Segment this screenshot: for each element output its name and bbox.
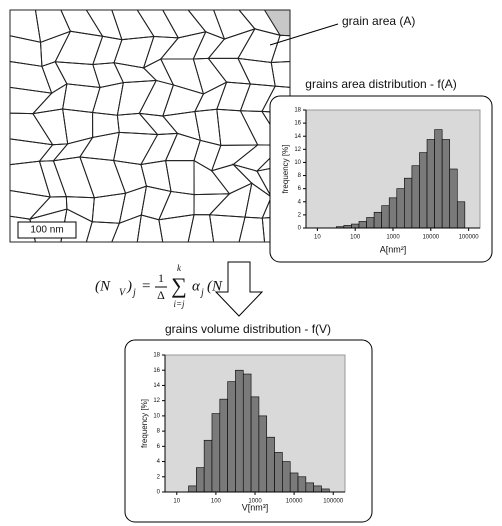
formula-part: ) — [126, 278, 132, 294]
formula-part: (N — [95, 278, 111, 294]
y-tick-label: 16 — [153, 368, 160, 374]
y-tick-label: 0 — [298, 226, 302, 232]
y-tick-label: 2 — [298, 212, 302, 218]
y-tick-label: 0 — [157, 490, 161, 496]
formula: (N V ) j = 1 Δ ∑ k i=j α j (N A ) i — [95, 263, 247, 309]
formula-part: j — [199, 287, 204, 298]
formula-part: ∑ — [171, 273, 187, 298]
x-tick-label: 1000 — [248, 499, 262, 505]
bar — [235, 369, 244, 493]
bar — [381, 205, 390, 229]
x-tick-label: 100000 — [459, 235, 480, 241]
y-tick-label: 12 — [294, 147, 301, 153]
scale-bar-box — [17, 221, 77, 239]
y-tick-label: 6 — [157, 444, 161, 450]
y-tick-label: 16 — [294, 121, 301, 127]
bar — [396, 188, 405, 229]
formula-part: 1 — [158, 271, 164, 285]
x-tick-label: 100000 — [323, 499, 344, 505]
bar — [242, 373, 252, 493]
x-tick-label: 10 — [173, 499, 180, 505]
bar — [196, 467, 205, 493]
y-tick-label: 6 — [298, 186, 302, 192]
y-tick-label: 2 — [157, 474, 161, 480]
bar — [366, 217, 375, 229]
x-tick-label: 100 — [350, 235, 361, 241]
grain-area-label: grain area (A) — [342, 14, 415, 28]
x-tick-label: 10000 — [422, 235, 439, 241]
bar — [404, 177, 413, 229]
bar — [388, 197, 398, 229]
bar — [351, 223, 360, 229]
y-tick-label: 18 — [153, 353, 160, 359]
y-tick-label: 8 — [157, 429, 161, 435]
bar — [426, 139, 435, 229]
bar — [297, 476, 307, 493]
y-axis-label: frequency [%] — [140, 399, 149, 448]
x-axis-label: V[nm³] — [242, 502, 269, 512]
bar — [358, 221, 367, 229]
pointer-line — [269, 23, 339, 46]
x-tick-label: 100 — [211, 499, 222, 505]
formula-part: j — [131, 287, 136, 298]
bar — [250, 396, 260, 493]
y-tick-label: 10 — [294, 160, 301, 166]
bar — [211, 413, 221, 493]
y-tick-label: 18 — [294, 108, 301, 114]
bar — [434, 129, 443, 229]
bar — [282, 461, 291, 493]
bar — [456, 201, 466, 229]
y-tick-label: 4 — [157, 459, 161, 465]
formula-part: V — [119, 287, 127, 298]
x-tick-label: 1000 — [386, 235, 400, 241]
x-axis-label: A[nm²] — [380, 244, 407, 254]
x-tick-label: 10000 — [286, 499, 303, 505]
chart-title: grains area distribution - f(A) — [305, 77, 456, 91]
y-tick-label: 10 — [153, 413, 160, 419]
bar — [411, 165, 420, 229]
bar — [219, 398, 228, 493]
formula-part: α — [192, 278, 201, 294]
y-tick-label: 14 — [294, 134, 301, 140]
bar — [289, 472, 299, 493]
bar — [305, 482, 314, 493]
formula-part: i=j — [173, 299, 185, 309]
y-tick-label: 14 — [153, 383, 160, 389]
scale-bar-label: 100 nm — [30, 225, 63, 236]
bar — [188, 485, 197, 493]
bar — [203, 439, 213, 493]
formula-part: (N — [207, 278, 223, 294]
y-tick-label: 8 — [298, 173, 302, 179]
bar — [449, 168, 458, 229]
micrograph — [9, 9, 291, 243]
bar — [419, 152, 428, 229]
formula-part: Δ — [157, 288, 165, 302]
bar — [313, 485, 322, 493]
y-tick-label: 12 — [153, 398, 160, 404]
chart-title: grains volume distribution - f(V) — [165, 322, 331, 336]
bar — [274, 452, 283, 493]
formula-part: k — [177, 263, 182, 273]
down-arrow — [214, 261, 264, 317]
y-tick-label: 4 — [298, 199, 302, 205]
bar — [227, 381, 236, 493]
bar — [266, 436, 275, 493]
x-tick-label: 10 — [314, 235, 321, 241]
formula-part: = — [142, 278, 150, 294]
bar — [373, 211, 382, 229]
bar — [441, 139, 451, 229]
y-axis-label: frequency [%] — [281, 145, 290, 194]
bar — [258, 415, 268, 493]
